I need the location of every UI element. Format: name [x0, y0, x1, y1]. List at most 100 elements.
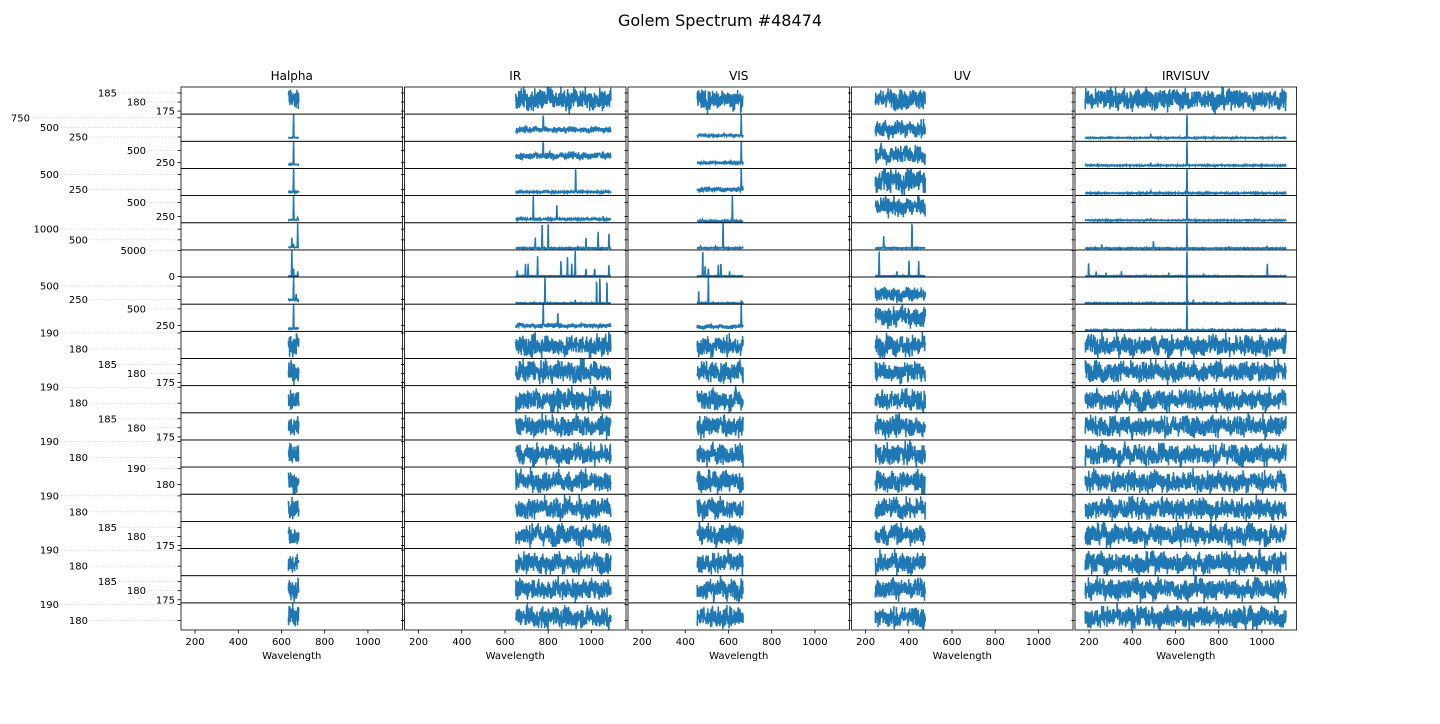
y-tick-label: 500 — [40, 170, 59, 181]
y-tick-label: 190 — [40, 491, 59, 502]
spectrum-line-ir-row-4 — [515, 196, 612, 223]
spectrum-line-irvisuv-row-16 — [1084, 521, 1287, 549]
x-tick-label: 400 — [229, 637, 248, 648]
spectrum-line-halpha-row-3 — [287, 168, 300, 196]
spectrum-line-halpha-row-5 — [288, 223, 300, 250]
y-tick-label: 185 — [98, 577, 117, 588]
spectrum-line-irvisuv-row-19 — [1084, 602, 1287, 630]
spectrum-line-irvisuv-row-12 — [1084, 412, 1287, 440]
spectrum-line-halpha-row-19 — [287, 602, 300, 627]
y-tick-label: 250 — [156, 321, 175, 332]
x-tick-label: 200 — [632, 637, 651, 648]
y-tick-label: 250 — [69, 295, 88, 306]
y-tick-label: 180 — [69, 399, 88, 410]
spectrum-line-ir-row-17 — [515, 550, 612, 576]
spectrum-line-vis-row-15 — [696, 495, 744, 522]
y-tick-label: 190 — [40, 600, 59, 611]
y-tick-label: 0 — [169, 272, 175, 283]
spectrum-line-vis-row-11 — [696, 385, 744, 413]
y-tick-label: 180 — [69, 453, 88, 464]
spectrum-line-irvisuv-row-4 — [1084, 195, 1287, 223]
y-tick-label: 190 — [40, 383, 59, 394]
spectrum-line-irvisuv-row-0 — [1084, 87, 1287, 115]
y-tick-label: 500 — [127, 304, 146, 315]
spectrum-line-halpha-row-6 — [287, 250, 300, 278]
y-tick-label: 250 — [69, 132, 88, 143]
spectrum-line-ir-row-1 — [515, 115, 612, 135]
y-tick-label: 500 — [40, 123, 59, 134]
y-tick-label: 175 — [156, 595, 175, 606]
y-tick-label: 190 — [40, 437, 59, 448]
spectrum-line-uv-row-12 — [874, 413, 926, 440]
spectrum-line-uv-row-8 — [874, 304, 926, 330]
spectrum-line-uv-row-15 — [874, 496, 926, 520]
x-tick-label: 400 — [452, 637, 471, 648]
y-tick-label: 185 — [98, 360, 117, 371]
spectrum-line-ir-row-16 — [515, 522, 612, 549]
y-tick-label: 500 — [127, 198, 146, 209]
y-tick-label: 250 — [69, 185, 88, 196]
x-tick-label: 800 — [1209, 637, 1228, 648]
y-tick-label: 180 — [127, 532, 146, 543]
spectrum-line-halpha-row-12 — [287, 416, 300, 436]
spectrum-line-uv-row-7 — [874, 286, 926, 304]
spectrum-line-uv-row-2 — [874, 142, 926, 166]
y-tick-label: 250 — [156, 158, 175, 169]
y-tick-label: 500 — [40, 282, 59, 293]
x-tick-label: 400 — [899, 637, 918, 648]
spectrum-line-uv-row-19 — [874, 606, 926, 630]
panel-frame — [627, 168, 850, 196]
spectrum-line-halpha-row-4 — [287, 195, 300, 223]
spectrum-line-uv-row-9 — [874, 331, 926, 359]
spectrum-line-uv-row-13 — [874, 439, 926, 467]
spectrum-line-uv-row-14 — [874, 468, 926, 495]
spectrum-line-ir-row-12 — [515, 412, 612, 440]
spectrum-line-irvisuv-row-18 — [1084, 575, 1287, 603]
panel-frame — [1074, 249, 1297, 278]
y-tick-label: 180 — [156, 480, 175, 491]
panel-frame — [180, 303, 403, 332]
spectrum-line-ir-row-7 — [515, 277, 612, 305]
y-tick-label: 180 — [127, 369, 146, 380]
spectrum-line-irvisuv-row-11 — [1084, 386, 1287, 413]
spectrum-line-uv-row-17 — [874, 548, 926, 576]
spectrum-line-uv-row-4 — [874, 195, 926, 219]
panel-frame — [1074, 303, 1297, 332]
spectrum-line-halpha-row-9 — [287, 333, 300, 358]
panel-frame — [627, 195, 850, 224]
panel-frame — [627, 113, 850, 142]
spectrum-line-ir-row-10 — [515, 358, 612, 385]
y-tick-label: 180 — [69, 507, 88, 518]
x-tick-label: 600 — [272, 637, 291, 648]
x-tick-label: 200 — [856, 637, 875, 648]
spectrum-line-vis-row-9 — [696, 332, 744, 359]
spectrum-line-halpha-row-8 — [287, 304, 300, 332]
spectrum-line-halpha-row-1 — [287, 114, 300, 140]
x-tick-label: 800 — [986, 637, 1005, 648]
spectrum-line-vis-row-14 — [696, 469, 744, 495]
y-tick-label: 750 — [11, 113, 30, 124]
x-tick-label: 1000 — [802, 637, 827, 648]
spectrum-line-irvisuv-row-1 — [1084, 115, 1287, 142]
spectrum-line-vis-row-4 — [696, 195, 744, 223]
y-tick-label: 180 — [127, 586, 146, 597]
panel-frame — [180, 602, 403, 631]
spectrum-line-uv-row-6 — [874, 250, 926, 278]
x-axis-label: Wavelength — [1156, 651, 1215, 662]
spectrum-line-halpha-row-18 — [287, 576, 300, 602]
y-tick-label: 175 — [156, 107, 175, 118]
spectrum-line-uv-row-18 — [874, 577, 926, 602]
column-title: IR — [509, 69, 521, 83]
spectrum-line-irvisuv-row-15 — [1084, 495, 1287, 522]
spectrum-line-ir-row-11 — [515, 385, 612, 413]
spectrum-line-halpha-row-7 — [287, 277, 300, 304]
panel-frame — [180, 195, 403, 224]
spectrum-line-ir-row-8 — [515, 304, 612, 331]
y-tick-label: 180 — [127, 98, 146, 109]
x-tick-label: 200 — [409, 637, 428, 648]
spectrum-line-uv-row-10 — [874, 361, 926, 385]
panel-frame — [404, 222, 627, 251]
spectrum-line-vis-row-5 — [696, 222, 744, 250]
spectrum-line-halpha-row-13 — [287, 442, 300, 464]
spectrum-line-uv-row-3 — [874, 168, 926, 196]
